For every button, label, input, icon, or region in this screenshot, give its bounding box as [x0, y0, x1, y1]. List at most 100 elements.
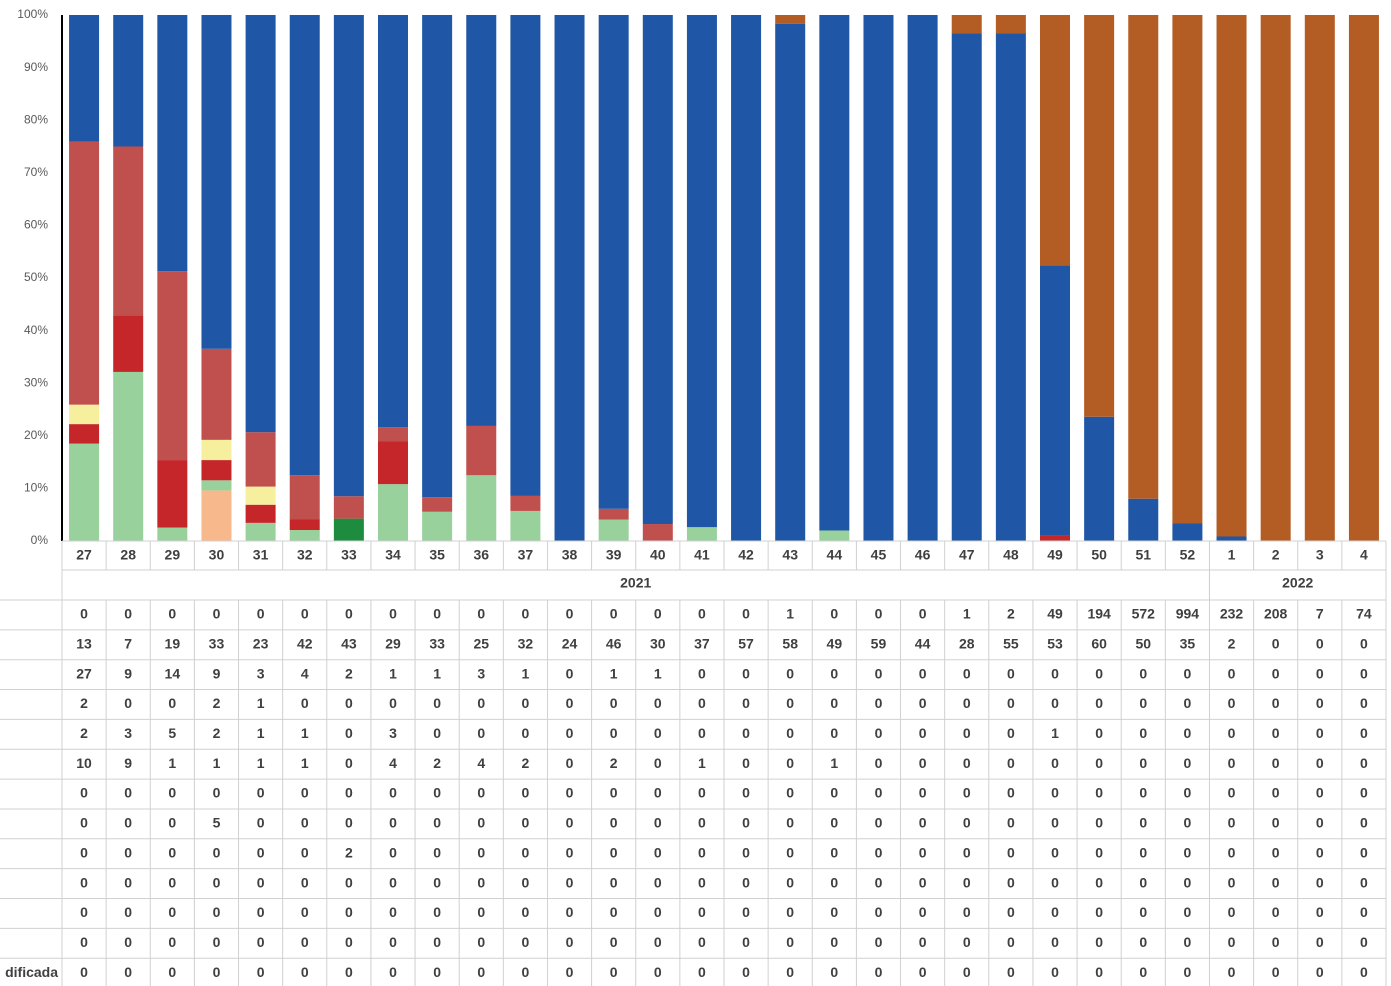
table-value: 0	[1360, 964, 1368, 980]
x-tick-label: 36	[473, 547, 489, 563]
table-value: 0	[786, 934, 794, 950]
table-value: 0	[1184, 815, 1192, 831]
table-value: 0	[345, 934, 353, 950]
table-value: 0	[389, 785, 397, 801]
x-tick-label: 48	[1003, 547, 1019, 563]
bar-segment	[1172, 523, 1203, 541]
table-value: 0	[1051, 874, 1059, 890]
table-value: 0	[1316, 635, 1324, 651]
table-value: 0	[1007, 815, 1015, 831]
table-value: 0	[1228, 844, 1236, 860]
table-value: 4	[389, 755, 397, 771]
table-value: 0	[566, 874, 574, 890]
table-value: 0	[963, 695, 971, 711]
table-value: 27	[76, 665, 92, 681]
table-value: 0	[698, 964, 706, 980]
table-value: 0	[345, 725, 353, 741]
table-value: 0	[1316, 874, 1324, 890]
bar-segment	[510, 495, 541, 511]
bar-segment	[1260, 15, 1291, 541]
table-value: 1	[257, 755, 265, 771]
table-value: 0	[1095, 964, 1103, 980]
bar-segment	[775, 23, 806, 541]
table-value: 0	[1184, 874, 1192, 890]
table-value: 1	[168, 755, 176, 771]
bar-segment	[1172, 15, 1203, 524]
table-value: 1	[257, 725, 265, 741]
table-value: 0	[654, 725, 662, 741]
y-tick-label: 20%	[24, 428, 48, 442]
table-value: 0	[1272, 815, 1280, 831]
table-value: 59	[871, 635, 887, 651]
table-value: 0	[477, 815, 485, 831]
table-value: 0	[301, 844, 309, 860]
table-value: 0	[698, 815, 706, 831]
bar-segment	[333, 15, 364, 497]
table-value: 0	[345, 695, 353, 711]
bar-segment	[201, 15, 232, 349]
table-value: 0	[698, 785, 706, 801]
table-value: 0	[742, 934, 750, 950]
table-value: 0	[1228, 815, 1236, 831]
table-value: 0	[1272, 635, 1280, 651]
bar-segment	[1040, 535, 1070, 541]
bar-segment	[731, 15, 762, 541]
table-value: 0	[1007, 725, 1015, 741]
bar-segment	[201, 348, 232, 440]
table-value: 0	[875, 815, 883, 831]
table-value: 0	[1184, 665, 1192, 681]
table-value: 0	[433, 874, 441, 890]
table-value: 0	[522, 785, 530, 801]
table-value: 0	[875, 874, 883, 890]
table-value: 3	[389, 725, 397, 741]
table-value: 0	[1316, 725, 1324, 741]
table-value: 994	[1176, 606, 1200, 622]
table-value: 0	[1272, 785, 1280, 801]
table-value: 0	[919, 695, 927, 711]
table-value: 0	[566, 606, 574, 622]
table-value: 0	[1139, 785, 1147, 801]
table-value: 0	[698, 904, 706, 920]
table-value: 0	[477, 725, 485, 741]
table-value: 0	[477, 785, 485, 801]
table-value: 0	[1184, 755, 1192, 771]
y-tick-label: 100%	[17, 7, 48, 21]
table-value: 29	[385, 635, 401, 651]
table-value: 0	[124, 844, 132, 860]
table-value: 0	[786, 874, 794, 890]
table-value: 42	[297, 635, 313, 651]
table-value: 0	[1184, 695, 1192, 711]
table-value: 0	[1272, 695, 1280, 711]
bar-segment	[466, 425, 497, 476]
table-value: 0	[477, 606, 485, 622]
bar-segment	[69, 424, 100, 444]
x-tick-label: 44	[827, 547, 843, 563]
table-value: 0	[301, 934, 309, 950]
table-value: 0	[80, 606, 88, 622]
table-value: 0	[1095, 755, 1103, 771]
table-value: 0	[698, 874, 706, 890]
table-value: 0	[610, 695, 618, 711]
x-tick-label: 49	[1047, 547, 1063, 563]
bar-segment	[378, 15, 408, 428]
bar-segment	[422, 497, 453, 512]
table-value: 0	[345, 964, 353, 980]
bar-segment	[245, 15, 276, 433]
table-value: 0	[830, 964, 838, 980]
table-value: 0	[566, 934, 574, 950]
table-value: 32	[518, 635, 534, 651]
bar-segment	[113, 315, 144, 372]
table-value: 1	[610, 665, 618, 681]
table-value: 0	[919, 964, 927, 980]
bar-segment	[686, 15, 717, 528]
table-value: 0	[1139, 964, 1147, 980]
bar-segment	[1040, 15, 1070, 266]
y-tick-label: 50%	[24, 270, 48, 284]
table-value: 0	[830, 904, 838, 920]
table-value: 0	[1228, 964, 1236, 980]
x-tick-label: 32	[297, 547, 313, 563]
bar-segment	[157, 271, 188, 461]
table-value: 0	[477, 964, 485, 980]
table-value: 0	[919, 874, 927, 890]
table-value: 0	[698, 665, 706, 681]
